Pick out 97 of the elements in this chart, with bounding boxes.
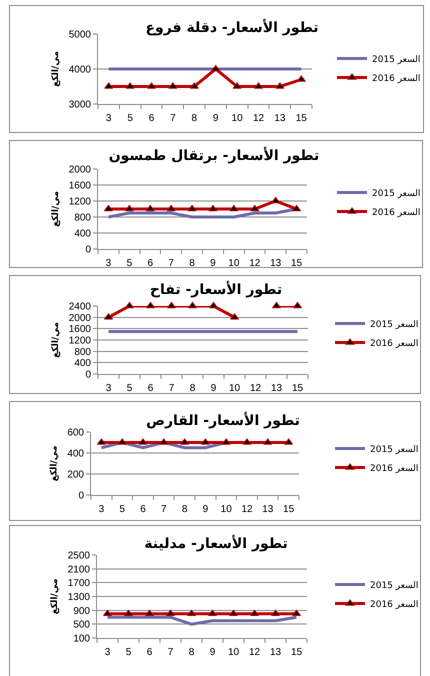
- x-tick-label: 3: [106, 383, 112, 394]
- x-tick-label: 7: [170, 113, 176, 124]
- x-tick-label: 10: [220, 504, 232, 515]
- x-tick-label: 7: [161, 504, 168, 515]
- x-tick-label: 15: [290, 647, 302, 658]
- x-tick-label: 5: [126, 258, 133, 269]
- chart-title: تطور الأسعار- مدلينة: [144, 534, 288, 552]
- y-tick-label: 1200: [68, 336, 92, 346]
- y-tick-label: 2100: [68, 564, 90, 576]
- y-tick-label: 0: [85, 370, 92, 380]
- x-tick-label: 8: [190, 383, 196, 394]
- y-tick-label: 900: [73, 606, 90, 617]
- y-tick-label: 0: [85, 244, 92, 256]
- y-tick-label: 800: [74, 346, 92, 358]
- y-tick-label: 2500: [68, 550, 90, 562]
- x-tick-label: 7: [168, 383, 175, 394]
- chart-title: تطور الأسعار- القارص: [146, 410, 300, 429]
- x-tick-label: 13: [274, 113, 286, 124]
- x-tick-label: 3: [104, 647, 111, 658]
- y-tick-label: 2000: [68, 312, 92, 324]
- x-tick-label: 9: [210, 258, 216, 269]
- x-tick-label: 12: [250, 383, 262, 394]
- legend-label: السعر 2016: [372, 208, 420, 218]
- x-tick-label: 15: [283, 504, 295, 515]
- chart-title: تطور الأسعار- برتقال طمسون: [108, 146, 320, 164]
- x-tick-label: 6: [146, 647, 153, 658]
- x-tick-label: 6: [147, 258, 154, 269]
- x-tick-label: 8: [182, 504, 188, 515]
- x-tick-label: 12: [249, 258, 261, 269]
- y-axis-title: مي/الكغ: [51, 51, 62, 87]
- x-tick-label: 3: [98, 504, 105, 515]
- legend-label: السعر 2015: [370, 320, 418, 330]
- chart-title: تطور الأسعار- تفاح: [150, 280, 282, 298]
- legend-label: السعر 2016: [370, 600, 418, 610]
- x-tick-label: 13: [262, 504, 274, 515]
- y-tick-label: 500: [73, 620, 90, 631]
- legend-label: السعر 2015: [370, 445, 418, 456]
- y-tick-label: 5000: [68, 30, 92, 40]
- x-tick-label: 6: [148, 113, 155, 124]
- y-tick-label: 4000: [68, 64, 92, 76]
- y-tick-label: 1600: [68, 180, 92, 192]
- y-tick-label: 400: [67, 448, 84, 460]
- x-tick-label: 13: [270, 258, 282, 269]
- y-tick-label: 2000: [68, 164, 92, 176]
- legend-label: السعر 2016: [370, 339, 418, 350]
- y-tick-label: 400: [74, 228, 92, 240]
- x-tick-label: 10: [228, 647, 240, 658]
- x-tick-label: 10: [232, 113, 244, 124]
- x-tick-label: 3: [106, 113, 112, 124]
- legend-label: السعر 2015: [372, 55, 420, 66]
- legend-label: السعر 2015: [370, 581, 418, 592]
- y-tick-label: 1700: [68, 578, 90, 590]
- chart-title: تطور الأسعار- دقلة فروع: [145, 18, 319, 36]
- x-tick-label: 6: [148, 383, 154, 394]
- x-tick-label: 5: [126, 647, 132, 658]
- y-tick-label: 600: [67, 428, 84, 438]
- x-tick-label: 8: [192, 113, 198, 124]
- legend-label: السعر 2016: [370, 464, 418, 474]
- y-tick-label: 1600: [68, 324, 92, 336]
- x-tick-label: 5: [119, 504, 126, 515]
- x-tick-label: 15: [296, 113, 308, 124]
- x-tick-label: 15: [292, 383, 304, 394]
- y-tick-label: 2400: [68, 302, 92, 312]
- x-tick-label: 12: [248, 647, 260, 658]
- legend-label: السعر 2016: [372, 74, 420, 84]
- y-tick-label: 800: [74, 212, 92, 224]
- y-tick-label: 100: [73, 634, 90, 644]
- y-tick-label: 200: [67, 470, 84, 480]
- x-tick-label: 8: [189, 258, 196, 269]
- x-tick-label: 12: [252, 113, 264, 124]
- legend-label: السعر 2015: [372, 189, 420, 200]
- y-axis-title: مي/الكغ: [50, 446, 60, 482]
- y-axis-title: مي/الكغ: [51, 191, 62, 227]
- x-tick-label: 9: [210, 383, 217, 394]
- x-tick-label: 5: [126, 383, 133, 394]
- x-tick-label: 10: [228, 258, 240, 269]
- x-tick-label: 7: [168, 258, 174, 269]
- x-tick-label: 3: [106, 258, 112, 269]
- x-tick-label: 13: [270, 383, 282, 394]
- y-tick-label: 3000: [68, 100, 92, 110]
- x-tick-label: 9: [212, 113, 219, 124]
- x-tick-label: 6: [140, 504, 146, 515]
- x-tick-label: 8: [188, 647, 195, 658]
- y-tick-label: 0: [78, 490, 84, 502]
- x-tick-label: 9: [210, 647, 216, 658]
- y-tick-label: 1300: [68, 592, 90, 603]
- x-tick-label: 9: [202, 504, 209, 515]
- x-tick-label: 10: [228, 383, 240, 394]
- y-tick-label: 1200: [68, 196, 92, 208]
- x-tick-label: 13: [270, 647, 282, 658]
- x-tick-label: 15: [290, 258, 303, 269]
- y-axis-title: مي/الكغ: [51, 322, 62, 358]
- y-axis-title: مي/الكغ: [50, 578, 60, 614]
- x-tick-label: 5: [127, 113, 134, 124]
- x-tick-label: 12: [241, 504, 253, 515]
- y-tick-label: 400: [74, 358, 92, 370]
- x-tick-label: 7: [168, 647, 174, 658]
